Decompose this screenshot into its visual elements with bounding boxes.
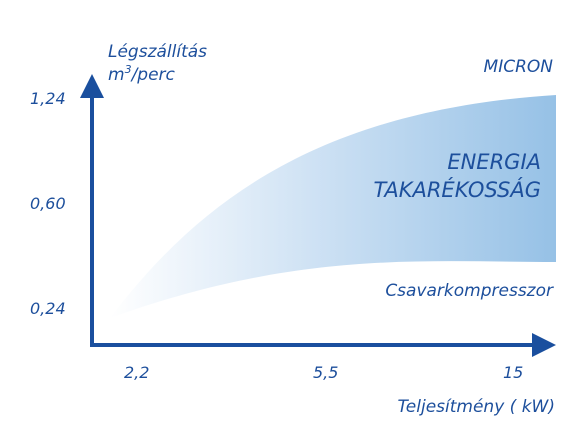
band-label-line1: ENERGIA	[447, 150, 541, 174]
x-axis-label: Teljesítmény ( kW)	[398, 397, 555, 417]
x-tick-label: 5,5	[313, 363, 338, 382]
y-tick-label: 1,24	[30, 89, 66, 108]
y-axis-label: Légszállítás	[108, 42, 207, 62]
y-tick-label: 0,24	[30, 299, 66, 318]
series-label-micron: MICRON	[484, 57, 554, 77]
x-tick-label: 15	[503, 363, 523, 382]
energy-saving-band	[110, 95, 556, 318]
series-label-screw-compressor: Csavarkompresszor	[385, 281, 554, 301]
band-label-line2: TAKARÉKOSSÁG	[373, 177, 541, 202]
y-axis-unit: m3/perc	[108, 63, 176, 85]
y-axis-arrow	[80, 74, 104, 98]
x-axis-arrow	[532, 333, 556, 357]
y-tick-label: 0,60	[30, 194, 66, 213]
x-tick-label: 2,2	[124, 363, 149, 382]
